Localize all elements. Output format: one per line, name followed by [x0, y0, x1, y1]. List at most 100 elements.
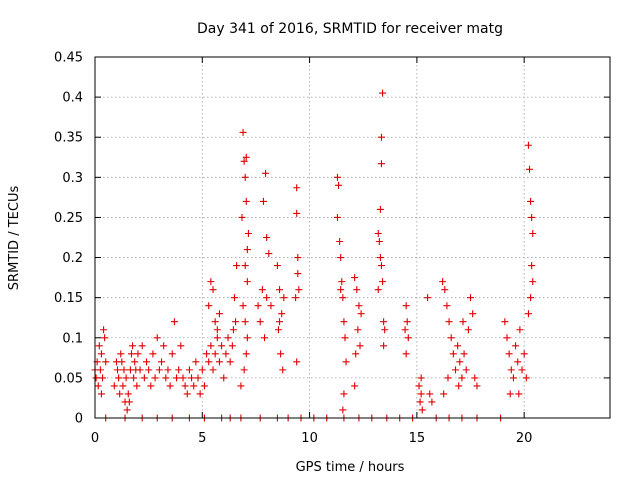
- data-point: [97, 350, 105, 358]
- data-series: [91, 89, 537, 422]
- data-point: [145, 366, 153, 374]
- data-point: [198, 366, 206, 374]
- plot-frame: [94, 56, 611, 419]
- data-point: [224, 334, 232, 342]
- data-point: [455, 382, 463, 390]
- data-point: [242, 197, 250, 205]
- data-point: [190, 382, 198, 390]
- data-point: [416, 398, 424, 406]
- data-point: [149, 350, 157, 358]
- data-point: [147, 382, 155, 390]
- data-point: [273, 262, 281, 270]
- data-point: [244, 229, 252, 237]
- data-point: [377, 160, 385, 168]
- data-point: [338, 278, 346, 286]
- data-point: [259, 197, 267, 205]
- data-point: [426, 390, 434, 398]
- data-point: [94, 382, 102, 390]
- data-point: [99, 374, 107, 382]
- data-point: [514, 358, 522, 366]
- data-point: [524, 141, 532, 149]
- data-point: [237, 382, 245, 390]
- data-point: [418, 406, 426, 414]
- data-point: [118, 358, 126, 366]
- data-point: [194, 374, 202, 382]
- data-point: [205, 358, 213, 366]
- x-tick-label: 20: [516, 431, 533, 446]
- data-point: [215, 310, 223, 318]
- data-point: [351, 274, 359, 282]
- data-point: [354, 326, 362, 334]
- data-point: [337, 286, 345, 294]
- data-point: [240, 157, 248, 165]
- data-point: [357, 310, 365, 318]
- data-point: [110, 382, 118, 390]
- y-tick-label: 0.35: [54, 131, 83, 146]
- data-point: [220, 374, 228, 382]
- data-point: [467, 294, 475, 302]
- data-point: [333, 173, 341, 181]
- y-tick-label: 0.1: [62, 331, 83, 346]
- data-point: [337, 254, 345, 262]
- data-point: [403, 318, 411, 326]
- data-point: [440, 390, 448, 398]
- data-point: [175, 366, 183, 374]
- data-point: [339, 294, 347, 302]
- data-point: [509, 374, 517, 382]
- data-point: [401, 326, 409, 334]
- data-point: [241, 318, 249, 326]
- data-point: [209, 366, 217, 374]
- data-point: [522, 374, 530, 382]
- data-point: [355, 302, 363, 310]
- data-point: [267, 302, 275, 310]
- data-point: [376, 254, 384, 262]
- data-point: [265, 250, 273, 258]
- data-point: [229, 326, 237, 334]
- data-point: [276, 286, 284, 294]
- data-point: [341, 334, 349, 342]
- data-point: [151, 374, 159, 382]
- data-point: [333, 213, 341, 221]
- data-point: [527, 197, 535, 205]
- x-tick-label: 15: [409, 431, 426, 446]
- data-point: [228, 342, 236, 350]
- data-point: [503, 334, 511, 342]
- data-point: [464, 326, 472, 334]
- data-point: [183, 390, 191, 398]
- data-point: [295, 286, 303, 294]
- data-point: [454, 342, 462, 350]
- data-point: [292, 294, 300, 302]
- data-point: [417, 374, 425, 382]
- data-point: [340, 318, 348, 326]
- data-point: [233, 262, 241, 270]
- data-point: [243, 334, 251, 342]
- data-point: [166, 382, 174, 390]
- data-point: [213, 326, 221, 334]
- data-point: [127, 350, 135, 358]
- data-point: [96, 366, 104, 374]
- data-point: [134, 350, 142, 358]
- data-point: [516, 326, 524, 334]
- data-point: [380, 342, 388, 350]
- data-point: [379, 89, 387, 97]
- data-point: [102, 358, 110, 366]
- data-point: [520, 350, 528, 358]
- data-point: [254, 302, 262, 310]
- data-point: [293, 184, 301, 192]
- data-point: [263, 294, 271, 302]
- data-point: [381, 326, 389, 334]
- data-point: [505, 350, 513, 358]
- data-point: [529, 278, 537, 286]
- data-point: [501, 318, 509, 326]
- data-point: [241, 262, 249, 270]
- data-point: [100, 326, 108, 334]
- data-point: [339, 406, 347, 414]
- data-point: [404, 334, 412, 342]
- data-point: [211, 318, 219, 326]
- data-point: [207, 278, 215, 286]
- data-point: [262, 169, 270, 177]
- data-point: [101, 334, 109, 342]
- data-point: [261, 334, 269, 342]
- y-tick-label: 0.4: [62, 91, 83, 106]
- data-point: [131, 358, 139, 366]
